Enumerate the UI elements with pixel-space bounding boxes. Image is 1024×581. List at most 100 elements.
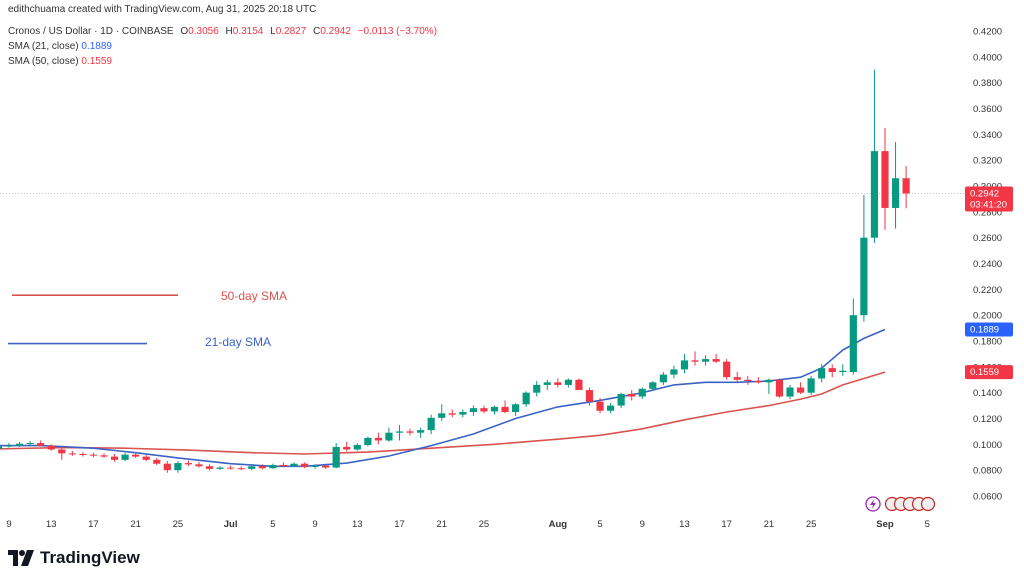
candle-body — [438, 413, 446, 418]
symbol-title: Cronos / US Dollar · 1D · COINBASE — [8, 26, 174, 37]
candle-body — [522, 392, 530, 405]
candle-body — [744, 379, 752, 382]
time-tick-label: 25 — [806, 519, 817, 530]
candle-body — [585, 390, 594, 402]
event-icons[interactable] — [865, 496, 936, 512]
candle-body — [512, 404, 520, 413]
candle-body — [480, 408, 488, 412]
sma21-value: 0.1889 — [81, 41, 112, 52]
price-tick-label: 0.3800 — [973, 78, 1002, 89]
time-tick-label: 5 — [925, 519, 930, 530]
sma21-line — [0, 328, 886, 468]
candle-body — [564, 379, 572, 385]
change-value: −0.0113 (−3.70%) — [357, 26, 438, 37]
ohlc-open-value: 0.3056 — [188, 26, 219, 37]
sma50-badge-bg — [965, 365, 1013, 380]
sma21-badge-bg — [965, 322, 1013, 337]
sma50-annotation: 50-day SMA — [221, 289, 287, 303]
time-tick-label: 13 — [679, 519, 690, 530]
candle-body — [195, 464, 203, 467]
time-axis[interactable]: 9 13 17 21 25 Jul 5 9 13 17 21 25 Aug 5 9 13 17 21 25 Sep 5 — [6, 519, 930, 530]
candle-body — [68, 453, 76, 455]
time-tick-label: 17 — [88, 519, 99, 530]
candle-body — [121, 454, 129, 460]
candle-body — [417, 430, 425, 433]
price-tick-label: 0.3200 — [973, 156, 1002, 167]
brand-name: TradingView — [40, 548, 140, 567]
candle-body — [828, 368, 836, 372]
tradingview-logo-icon — [8, 550, 34, 566]
candle-body — [818, 368, 826, 379]
candle-body — [712, 359, 720, 362]
candle-body — [469, 408, 477, 413]
candle-body — [533, 384, 541, 393]
candle-body — [849, 315, 857, 372]
candle-body — [554, 382, 562, 385]
candle-body — [902, 178, 910, 194]
price-tick-label: 0.1200 — [973, 414, 1002, 425]
candle-body — [427, 417, 435, 431]
candle-body — [575, 379, 583, 391]
time-tick-label: 9 — [640, 519, 645, 530]
candle-body — [543, 382, 551, 385]
candle-body — [638, 388, 646, 397]
price-tick-label: 0.4200 — [973, 27, 1002, 38]
candle-body — [300, 463, 309, 467]
candle-body — [807, 378, 815, 393]
time-tick-label: 9 — [312, 519, 317, 530]
time-tick-label: 5 — [270, 519, 275, 530]
candle-body — [406, 431, 414, 433]
sma-lines — [0, 328, 886, 468]
price-tick-label: 0.0600 — [973, 492, 1002, 503]
candle-body — [733, 377, 741, 380]
candle-body — [670, 369, 678, 375]
candle-body — [132, 454, 140, 457]
last-price-badge-text: 03:41:20 — [970, 199, 1007, 210]
sma50-row[interactable]: SMA (50, close) 0.1559 — [8, 54, 437, 69]
sma50-label: SMA (50, close) — [8, 56, 79, 67]
flag-event-icon[interactable] — [920, 496, 936, 512]
candle-body — [374, 437, 382, 441]
sma50-value: 0.1559 — [81, 56, 112, 67]
time-tick-label: 13 — [46, 519, 57, 530]
ohlc-close-key: C — [313, 26, 321, 37]
candle-body — [353, 444, 361, 450]
candle-body — [680, 360, 689, 370]
candle-body — [279, 465, 287, 467]
candle-body — [659, 374, 667, 383]
symbol-row[interactable]: Cronos / US Dollar · 1D · COINBASE O0.30… — [8, 24, 437, 39]
price-axis[interactable]: 0.42000.40000.38000.36000.34000.32000.30… — [973, 27, 1002, 503]
candle-body — [385, 432, 393, 441]
time-tick-label: 17 — [394, 519, 405, 530]
candle-body — [723, 361, 731, 378]
candle-body — [174, 463, 182, 471]
candle-body — [490, 406, 499, 412]
sma21-row[interactable]: SMA (21, close) 0.1889 — [8, 39, 437, 54]
candle-body — [891, 178, 900, 208]
ohlc-high-key: H — [225, 26, 233, 37]
last-price-badge-bg — [965, 186, 1013, 212]
price-tick-label: 0.1000 — [973, 440, 1002, 451]
candle-body — [258, 466, 266, 469]
candle-body — [691, 360, 699, 362]
time-tick-label: 17 — [721, 519, 732, 530]
candle-body — [860, 237, 868, 316]
candle-body — [5, 445, 13, 447]
candle-body — [881, 151, 889, 208]
ohlc-high-value: 0.3154 — [232, 26, 264, 37]
candle-body — [596, 401, 604, 411]
candle-body — [79, 454, 87, 456]
ohlc-low-key: L — [270, 26, 276, 37]
candle-body — [142, 456, 150, 460]
time-tick-label: Sep — [876, 519, 894, 530]
candle-body — [796, 387, 805, 393]
candle-body — [332, 446, 340, 468]
candle-body — [459, 412, 467, 415]
candle-body — [184, 463, 193, 465]
candle-body — [269, 465, 277, 469]
time-tick-label: 21 — [764, 519, 775, 530]
chart-legend: Cronos / US Dollar · 1D · COINBASE O0.30… — [8, 24, 437, 69]
tradingview-brand[interactable]: TradingView — [8, 548, 140, 568]
candle-body — [15, 443, 24, 446]
